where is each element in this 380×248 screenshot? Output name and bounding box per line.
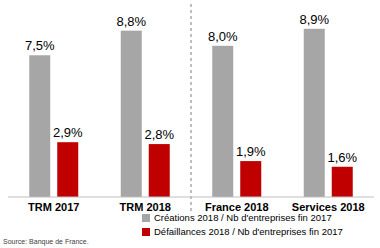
bar [240, 161, 261, 197]
bar [57, 142, 78, 197]
bar [121, 31, 142, 197]
bar [29, 55, 50, 197]
bar [149, 144, 170, 197]
bar [332, 167, 353, 197]
separator [191, 4, 192, 212]
legend-swatch [142, 228, 150, 236]
data-label: 8,8% [116, 14, 146, 29]
bars [29, 29, 353, 197]
legend: Créations 2018 / Nb d'entreprises fin 20… [142, 212, 343, 237]
chart-svg: 7,5% 8,8% 8,0% 8,9% 2,9% 2,8% 1,9% 1,6% TRM 2017… [0, 0, 380, 248]
x-axis [8, 197, 374, 198]
bar [212, 46, 233, 197]
bar [304, 29, 325, 197]
data-label: 8,9% [299, 12, 329, 27]
data-label: 7,5% [25, 38, 55, 53]
legend-label: Défaillances 2018 / Nb d'entreprises fin… [154, 226, 343, 237]
legend-label: Créations 2018 / Nb d'entreprises fin 20… [154, 212, 332, 223]
data-label: 1,6% [327, 150, 357, 165]
data-label: 1,9% [236, 144, 266, 159]
data-label: 2,9% [53, 125, 83, 140]
data-labels: 7,5% 8,8% 8,0% 8,9% 2,9% 2,8% 1,9% 1,6% [25, 12, 358, 165]
legend-swatch [142, 214, 150, 222]
source: Source: Banque de France. [3, 238, 89, 246]
data-label: 2,8% [144, 127, 174, 142]
x-tick-label: TRM 2017 [28, 201, 79, 213]
chart-container: 7,5% 8,8% 8,0% 8,9% 2,9% 2,8% 1,9% 1,6% TRM 2017… [0, 0, 380, 248]
data-label: 8,0% [208, 29, 238, 44]
